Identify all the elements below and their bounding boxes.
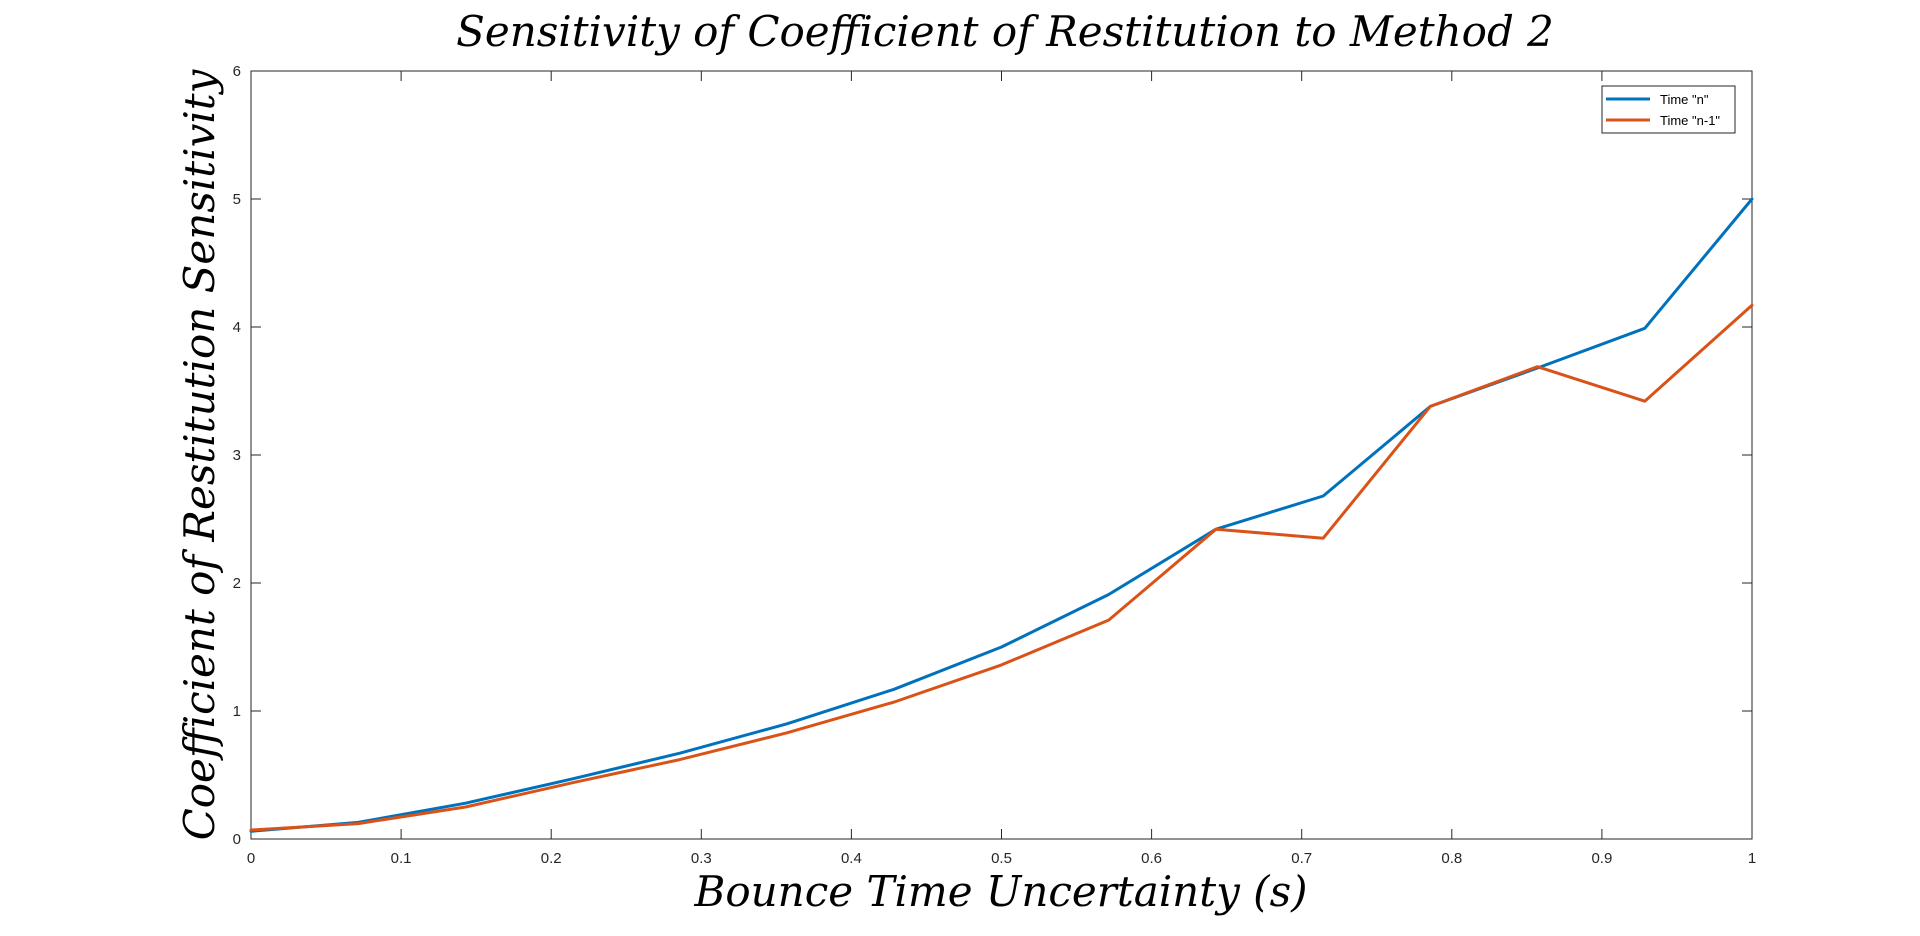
x-axis-label: Bounce Time Uncertainty (s) <box>693 867 1307 916</box>
x-tick-label: 0.8 <box>1441 850 1462 867</box>
x-tick-label: 0.3 <box>691 850 712 867</box>
y-tick-label: 4 <box>233 319 241 336</box>
x-tick-label: 0 <box>247 850 255 867</box>
legend: Time "n" Time "n-1" <box>1601 85 1736 134</box>
x-tick-label: 0.6 <box>1141 850 1162 867</box>
y-axis-label: Coefficient of Restitution Sensitivity <box>175 68 224 840</box>
plot-area <box>250 70 1753 840</box>
x-axis-ticks: 0 0.1 0.2 0.3 0.4 0.5 0.6 0.7 0.8 0.9 1 <box>247 71 1756 867</box>
series-line-1 <box>249 303 1754 832</box>
x-tick-label: 0.9 <box>1591 850 1612 867</box>
plot-axes: 0 0.1 0.2 0.3 0.4 0.5 0.6 0.7 0.8 0.9 1 0 1 2 3 4 5 6 <box>233 63 1757 867</box>
legend-label-time-n-1: Time "n-1" <box>1660 113 1720 128</box>
y-tick-label: 3 <box>233 447 241 464</box>
x-tick-label: 0.1 <box>391 850 412 867</box>
y-tick-label: 1 <box>233 703 241 720</box>
x-tick-label: 1 <box>1748 850 1756 867</box>
x-tick-label: 0.2 <box>541 850 562 867</box>
x-tick-label: 0.4 <box>841 850 862 867</box>
legend-box <box>1601 85 1736 134</box>
y-tick-label: 5 <box>233 191 241 208</box>
y-tick-label: 2 <box>233 575 241 592</box>
y-tick-label: 6 <box>233 63 241 80</box>
legend-label-time-n: Time "n" <box>1660 92 1709 107</box>
chart-title: Sensitivity of Coefficient of Restitutio… <box>456 7 1554 56</box>
data-series <box>249 197 1754 833</box>
y-axis-ticks: 0 1 2 3 4 5 6 <box>233 63 1752 848</box>
x-tick-label: 0.5 <box>991 850 1012 867</box>
x-tick-label: 0.7 <box>1291 850 1312 867</box>
y-tick-label: 0 <box>233 831 241 848</box>
